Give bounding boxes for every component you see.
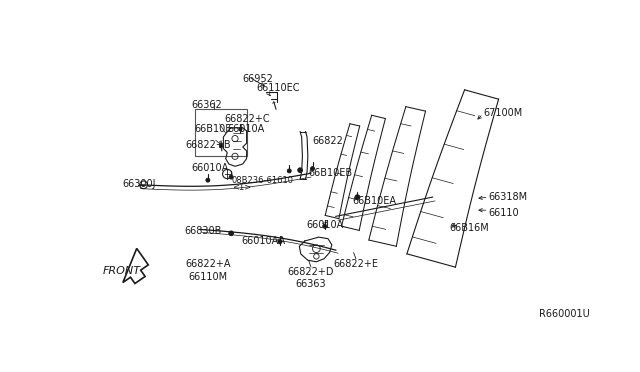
Text: 66300J: 66300J xyxy=(123,179,156,189)
Circle shape xyxy=(298,168,303,173)
Text: 66822+B: 66822+B xyxy=(186,140,231,150)
Circle shape xyxy=(229,175,233,179)
Text: 66110: 66110 xyxy=(488,208,519,218)
Text: 66822+C: 66822+C xyxy=(224,114,270,124)
Text: 66318M: 66318M xyxy=(488,192,527,202)
Text: 67100M: 67100M xyxy=(483,108,522,118)
Text: 66362: 66362 xyxy=(191,100,221,110)
Text: 66952: 66952 xyxy=(243,74,274,84)
Text: 66822+A: 66822+A xyxy=(185,259,230,269)
Circle shape xyxy=(278,240,282,244)
Circle shape xyxy=(323,224,327,228)
Text: <1>: <1> xyxy=(232,183,251,192)
Circle shape xyxy=(229,231,234,235)
Text: 66010A: 66010A xyxy=(307,220,344,230)
Text: 66822: 66822 xyxy=(312,135,344,145)
Text: 66363: 66363 xyxy=(296,279,326,289)
Text: 66110EC: 66110EC xyxy=(257,83,300,93)
Text: 66B10E: 66B10E xyxy=(195,124,232,134)
Text: 66110M: 66110M xyxy=(188,272,227,282)
Text: 66B10EB: 66B10EB xyxy=(308,168,353,178)
Circle shape xyxy=(206,178,210,182)
Circle shape xyxy=(287,169,291,173)
Text: 66010AA: 66010AA xyxy=(241,235,285,246)
Text: 66010A: 66010A xyxy=(227,124,264,134)
Text: 66B16M: 66B16M xyxy=(449,223,489,233)
Text: FRONT: FRONT xyxy=(103,266,141,276)
Circle shape xyxy=(239,128,242,131)
Text: 66B10EA: 66B10EA xyxy=(353,196,397,206)
Text: 66822+E: 66822+E xyxy=(333,259,378,269)
Circle shape xyxy=(310,167,314,170)
Text: 08B236-61610: 08B236-61610 xyxy=(232,176,294,185)
Text: 66010A: 66010A xyxy=(191,163,229,173)
Circle shape xyxy=(220,145,223,148)
Text: R660001U: R660001U xyxy=(539,309,589,319)
Circle shape xyxy=(355,195,360,199)
Text: 66830B: 66830B xyxy=(184,226,222,236)
Text: 66822+D: 66822+D xyxy=(288,267,334,277)
